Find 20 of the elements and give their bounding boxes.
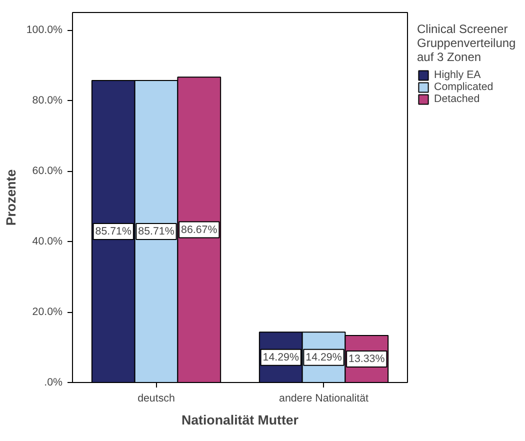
x-tick-label: deutsch [138, 392, 175, 404]
legend-label: Highly EA [434, 69, 481, 81]
x-axis-title: Nationalität Mutter [182, 412, 299, 428]
data-label: 85.71% [95, 225, 132, 238]
y-tick-label: .0% [44, 376, 64, 388]
data-label: 86.67% [181, 224, 218, 236]
y-axis-title: Prozente [3, 169, 18, 226]
y-tick-label: 20.0% [32, 306, 64, 318]
y-tick-label: 40.0% [32, 236, 64, 248]
data-label: 13.33% [348, 353, 386, 366]
y-tick-label: 60.0% [32, 165, 64, 178]
legend-label: Complicated [434, 81, 494, 93]
data-label: 14.29% [306, 351, 342, 364]
y-tick-label: 100.0% [26, 24, 64, 36]
data-label: 14.29% [262, 351, 300, 364]
data-label: 85.71% [138, 225, 175, 238]
legend-label: Detached [434, 93, 480, 105]
y-tick-label: 80.0% [32, 94, 64, 107]
x-tick-label: andere Nationalität [279, 392, 369, 404]
legend-title: Clinical Screener Gruppenverteilung auf 3 Zonen [417, 22, 516, 64]
